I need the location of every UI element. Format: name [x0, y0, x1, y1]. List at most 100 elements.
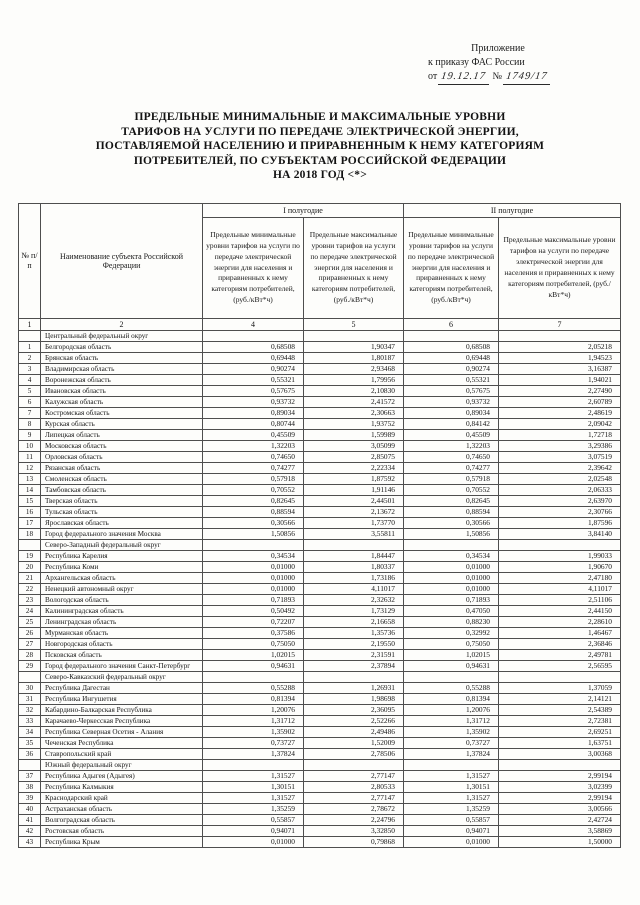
row-number-cell	[18, 539, 41, 551]
row-number-cell: 2	[18, 352, 41, 364]
tariff-value-cell: 2,16658	[303, 616, 404, 628]
tariff-value-cell: 1,73186	[303, 572, 404, 584]
subject-row: 30 Республика Дагестан 0,55288 1,26931 0,552…	[18, 682, 621, 694]
tariff-value-cell	[403, 759, 499, 771]
tariff-value-cell: 2,22334	[303, 462, 404, 474]
annex-subtitle: к приказу ФАС России	[428, 57, 525, 68]
tariff-value-cell: 1,50000	[498, 836, 621, 848]
subject-row: 19 Республика Карелия 0,34534 1,84447 0,3453…	[18, 550, 621, 562]
tariff-value-cell	[498, 539, 621, 551]
row-number-cell: 30	[18, 682, 41, 694]
tariff-value-cell: 2,41572	[303, 396, 404, 408]
numbering-cell: 5	[303, 318, 404, 331]
tariff-value-cell: 1,52009	[303, 737, 404, 749]
tariff-value-cell: 1,02015	[202, 649, 304, 661]
title-line: ТАРИФОВ НА УСЛУГИ ПО ПЕРЕДАЧЕ ЭЛЕКТРИЧЕС…	[121, 125, 519, 138]
tariff-value-cell: 1,35259	[202, 803, 304, 815]
tariff-value-cell: 3,84140	[498, 528, 621, 540]
tariff-value-cell: 0,79868	[303, 836, 404, 848]
tariff-value-cell: 1,20076	[403, 704, 499, 716]
tariff-value-cell: 1,73129	[303, 605, 404, 617]
column-numbering-row: 1 2 4 5 6 7	[18, 318, 621, 331]
tariff-value-cell: 2,77147	[303, 770, 404, 782]
tariff-value-cell: 1,50856	[403, 528, 499, 540]
tariff-value-cell: 1,80187	[303, 352, 404, 364]
subject-row: 39 Краснодарский край 1,31527 2,77147 1,3152…	[18, 792, 621, 804]
tariff-value-cell: 2,28610	[498, 616, 621, 628]
subject-row: 8 Курская область 0,80744 1,93752 0,84142 2,0…	[18, 418, 621, 430]
tariff-value-cell: 0,74650	[202, 451, 304, 463]
title-line: ПОТРЕБИТЕЛЕЙ, ПО СУБЪЕКТАМ РОССИЙСКОЙ ФЕ…	[133, 154, 507, 167]
tariff-value-cell	[403, 330, 499, 342]
tariff-value-cell: 2,39642	[498, 462, 621, 474]
tariff-value-cell: 3,55811	[303, 528, 404, 540]
tariff-value-cell: 0,94071	[202, 825, 304, 837]
tariff-value-cell: 1,31712	[202, 715, 304, 727]
tariff-value-cell: 2,49781	[498, 649, 621, 661]
subject-row: 5 Ивановская область 0,57675 2,10830 0,57675…	[18, 385, 621, 397]
annex-block: Приложение к приказу ФАС России от 19.12.…	[428, 42, 568, 85]
subject-name-cell: Ленинградская область	[40, 616, 203, 628]
tariff-value-cell: 1,80337	[303, 561, 404, 573]
tariff-value-cell	[498, 671, 621, 683]
tariff-value-cell: 0,01000	[202, 572, 304, 584]
row-number-cell: 36	[18, 748, 41, 760]
subject-name-cell: Республика Дагестан	[40, 682, 203, 694]
subject-row: 1 Белгородская область 0,68508 1,90347 0,685…	[18, 341, 621, 353]
title-line: ПОСТАВЛЯЕМОЙ НАСЕЛЕНИЮ И ПРИРАВНЕННЫМ К …	[95, 140, 545, 152]
row-number-cell: 37	[18, 770, 41, 782]
tariff-value-cell: 0,45509	[202, 429, 304, 441]
numbering-cell: 2	[40, 318, 203, 331]
tariff-value-cell: 0,47050	[403, 605, 499, 617]
subject-row: 37 Республика Адыгея (Адыгея) 1,31527 2,771…	[18, 770, 621, 782]
tariff-value-cell: 2,93468	[303, 363, 404, 375]
tariff-value-cell: 0,69448	[403, 352, 499, 364]
subject-row: 31 Республика Ингушетия 0,81394 1,98698 0,81…	[18, 693, 621, 705]
tariff-value-cell: 0,74277	[403, 462, 499, 474]
subject-name-cell: Республика Ингушетия	[40, 693, 203, 705]
tariff-value-cell: 2,06333	[498, 484, 621, 496]
tariff-value-cell	[303, 539, 404, 551]
subject-row: 11 Орловская область 0,74650 2,85075 0,74650…	[18, 451, 621, 463]
tariff-value-cell	[303, 330, 404, 342]
row-number-cell: 31	[18, 693, 41, 705]
row-number-cell: 32	[18, 704, 41, 716]
tariff-value-cell: 2,54389	[498, 704, 621, 716]
subject-row: 26 Мурманская область 0,37586 1,35736 0,3299…	[18, 627, 621, 639]
group-header-first-half: I полугодие	[202, 203, 404, 218]
row-number-cell: 5	[18, 385, 41, 397]
tariff-value-cell: 0,69448	[202, 352, 304, 364]
tariff-value-cell: 2,52266	[303, 715, 404, 727]
subject-row: 28 Псковская область 1,02015 2,31591 1,02015…	[18, 649, 621, 661]
subject-name-cell: Тамбовская область	[40, 484, 203, 496]
row-number-cell: 8	[18, 418, 41, 430]
tariff-value-cell: 0,93732	[202, 396, 304, 408]
tariff-value-cell	[202, 539, 304, 551]
subject-name-cell: Ставропольский край	[40, 748, 203, 760]
subject-row: 7 Костромская область 0,89034 2,30663 0,8903…	[18, 407, 621, 419]
subject-row: 12 Рязанская область 0,74277 2,22334 0,74277…	[18, 462, 621, 474]
subject-name-cell: Брянская область	[40, 352, 203, 364]
tariff-value-cell: 2,51106	[498, 594, 621, 606]
numbering-cell: 7	[498, 318, 621, 331]
tariff-value-cell: 0,68508	[202, 341, 304, 353]
tariff-value-cell: 2,44150	[498, 605, 621, 617]
tariff-value-cell: 1,31527	[403, 792, 499, 804]
tariff-value-cell: 3,07519	[498, 451, 621, 463]
tariff-value-cell: 1,93752	[303, 418, 404, 430]
row-number-cell: 27	[18, 638, 41, 650]
tariff-value-cell: 1,35736	[303, 627, 404, 639]
district-name-cell: Южный федеральный округ	[40, 759, 203, 771]
tariff-value-cell: 1,94523	[498, 352, 621, 364]
tariff-value-cell: 1,20076	[202, 704, 304, 716]
tariff-value-cell: 1,32203	[202, 440, 304, 452]
tariff-value-cell: 0,74650	[403, 451, 499, 463]
tariff-value-cell: 0,34534	[202, 550, 304, 562]
subject-row: 10 Московская область 1,32203 3,05099 1,3220…	[18, 440, 621, 452]
subject-name-cell: Смоленская область	[40, 473, 203, 485]
tariff-value-cell: 2,72381	[498, 715, 621, 727]
tariff-value-cell: 0,55288	[403, 682, 499, 694]
tariff-value-cell: 2,02548	[498, 473, 621, 485]
subject-row: 13 Смоленская область 0,57918 1,87592 0,5791…	[18, 473, 621, 485]
tariff-value-cell: 1,37059	[498, 682, 621, 694]
